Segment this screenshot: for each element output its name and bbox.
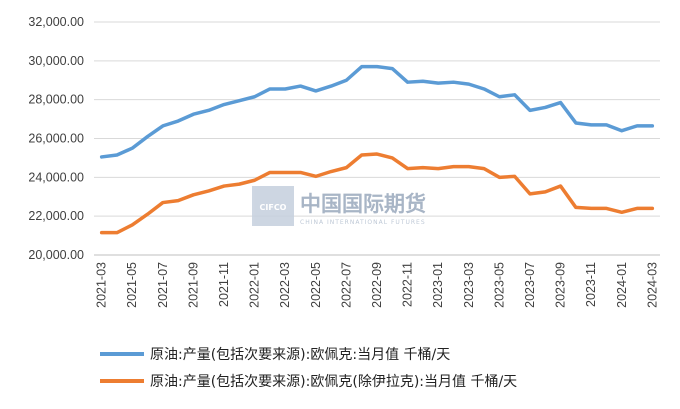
y-tick-label: 30,000.00 <box>28 54 84 68</box>
legend: 原油:产量(包括次要来源):欧佩克:当月值 千桶/天原油:产量(包括次要来源):… <box>100 347 517 390</box>
series-line-1 <box>99 64 655 159</box>
x-tick-label: 2021-11 <box>217 262 231 307</box>
x-axis: 2021-03 2021-05 2021-07 2021-09 2021-11 2022-… <box>95 262 660 308</box>
x-tick-label: 2023-03 <box>462 262 476 308</box>
y-tick-label: 32,000.00 <box>28 15 84 29</box>
gridlines <box>94 21 660 256</box>
y-tick-label: 28,000.00 <box>28 93 84 107</box>
watermark-logo-box <box>252 186 294 226</box>
y-tick-label: 20,000.00 <box>28 248 84 262</box>
watermark-subtitle: CHINA INTERNATIONAL FUTURES <box>300 219 426 226</box>
x-tick-label: 2024-01 <box>615 262 629 308</box>
x-tick-label: 2023-07 <box>523 262 537 308</box>
x-tick-label: 2022-01 <box>248 262 262 308</box>
legend-label-1: 原油:产量(包括次要来源):欧佩克:当月值 千桶/天 <box>150 347 450 363</box>
y-tick-label: 22,000.00 <box>28 209 84 223</box>
x-tick-label: 2023-01 <box>431 262 445 308</box>
watermark: CIFCO 中国国际期货 CHINA INTERNATIONAL FUTURES <box>252 186 426 226</box>
x-tick-label: 2022-05 <box>309 262 323 308</box>
series-layer <box>99 64 655 235</box>
watermark-name: 中国国际期货 <box>300 192 426 216</box>
y-tick-label: 24,000.00 <box>28 170 84 184</box>
y-tick-label: 26,000.00 <box>28 132 84 146</box>
x-tick-label: 2021-09 <box>186 262 200 308</box>
watermark-logo-text: CIFCO <box>260 203 287 212</box>
x-tick-label: 2022-09 <box>370 262 384 308</box>
x-tick-label: 2021-05 <box>125 262 139 308</box>
x-tick-label: 2022-03 <box>278 262 292 308</box>
x-tick-label: 2023-05 <box>492 262 506 308</box>
x-tick-label: 2022-07 <box>339 262 353 308</box>
x-tick-label: 2021-07 <box>156 262 170 308</box>
x-tick-label: 2022-11 <box>401 262 415 307</box>
legend-label-2: 原油:产量(包括次要来源):欧佩克(除伊拉克):当月值 千桶/天 <box>150 374 517 390</box>
x-tick-label: 2021-03 <box>95 262 109 308</box>
series-line-2 <box>99 152 655 235</box>
x-tick-label: 2024-03 <box>645 262 659 308</box>
x-tick-label: 2023-11 <box>584 262 598 307</box>
x-tick-label: 2023-09 <box>554 262 568 308</box>
y-axis: 20,000.00 22,000.00 24,000.00 26,000.00 28,0… <box>28 15 84 262</box>
